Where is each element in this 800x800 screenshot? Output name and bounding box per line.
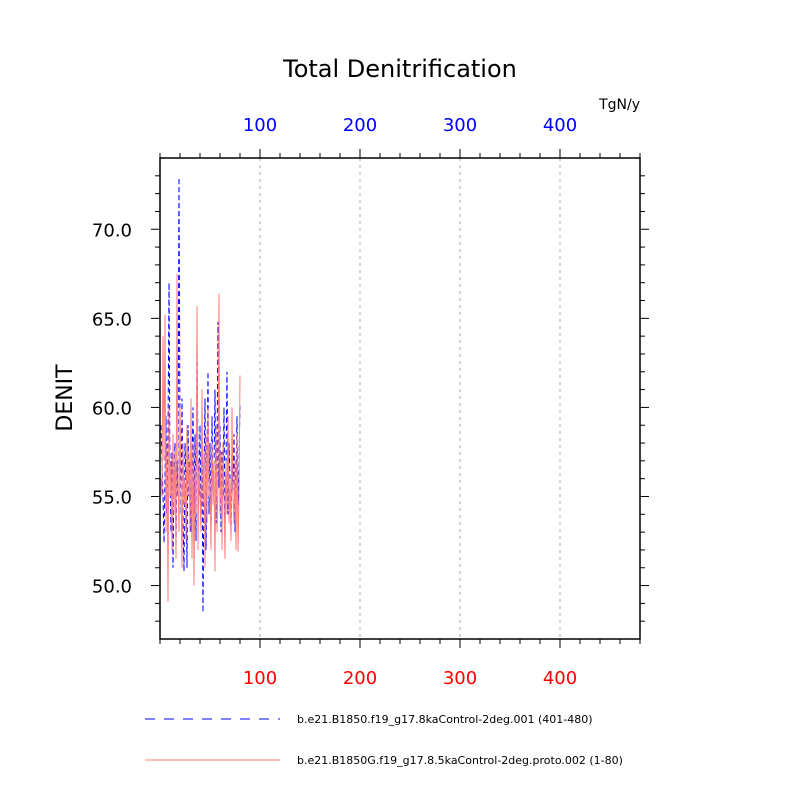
legend-label-1: b.e21.B1850.f19_g17.8kaControl-2deg.001 …: [297, 713, 593, 726]
grid-layer: [259, 158, 561, 639]
x-tick-label-top: 100: [243, 115, 277, 136]
series-line-1: [160, 177, 241, 613]
y-tick-label: 70.0: [92, 220, 132, 241]
chart-title: Total Denitrification: [282, 55, 517, 83]
y-axis-label: DENIT: [53, 364, 78, 432]
x-tick-label-bottom: 400: [543, 668, 577, 689]
y-tick-label: 55.0: [92, 487, 132, 508]
y-tick-label: 65.0: [92, 309, 132, 330]
y-tick-label: 50.0: [92, 577, 132, 598]
x-tick-label-top: 200: [343, 115, 377, 136]
y-tick-label: 60.0: [92, 398, 132, 419]
x-tick-label-bottom: 200: [343, 668, 377, 689]
series-line-2: [160, 273, 241, 602]
x-tick-label-bottom: 300: [443, 668, 477, 689]
x-tick-label-bottom: 100: [243, 668, 277, 689]
axis-layer: 100 100 200 200 300 300 400 400 50.0 55.0 60.0 65.0…: [92, 115, 649, 689]
series-layer: [160, 177, 241, 613]
units-label: TgN/y: [598, 97, 640, 113]
legend-label-2: b.e21.B1850G.f19_g17.8.5kaControl-2deg.p…: [297, 754, 623, 767]
x-tick-label-top: 300: [443, 115, 477, 136]
x-tick-label-top: 400: [543, 115, 577, 136]
legend: b.e21.B1850.f19_g17.8kaControl-2deg.001 …: [145, 713, 623, 767]
